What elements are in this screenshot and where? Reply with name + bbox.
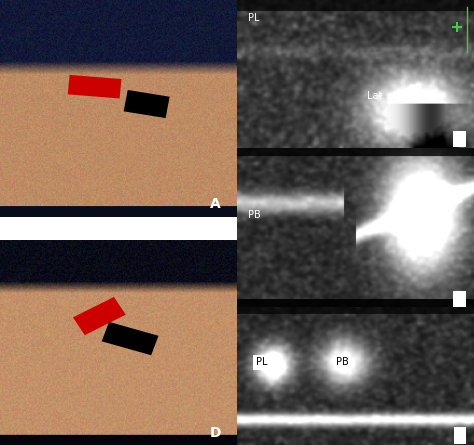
Text: B: B xyxy=(455,132,465,146)
Polygon shape xyxy=(102,322,158,355)
Text: C: C xyxy=(455,292,465,306)
Polygon shape xyxy=(68,75,121,98)
Text: E: E xyxy=(456,429,464,442)
Text: Lat. mall: Lat. mall xyxy=(367,91,410,101)
Text: PL: PL xyxy=(248,13,260,23)
Text: PB: PB xyxy=(248,210,261,220)
Text: D: D xyxy=(210,426,221,440)
Text: PL: PL xyxy=(255,357,267,367)
Polygon shape xyxy=(124,90,170,118)
Text: A: A xyxy=(210,197,220,211)
Polygon shape xyxy=(73,297,126,335)
Text: 5$^{th}$ MT: 5$^{th}$ MT xyxy=(374,219,412,236)
Text: PB: PB xyxy=(336,357,349,367)
